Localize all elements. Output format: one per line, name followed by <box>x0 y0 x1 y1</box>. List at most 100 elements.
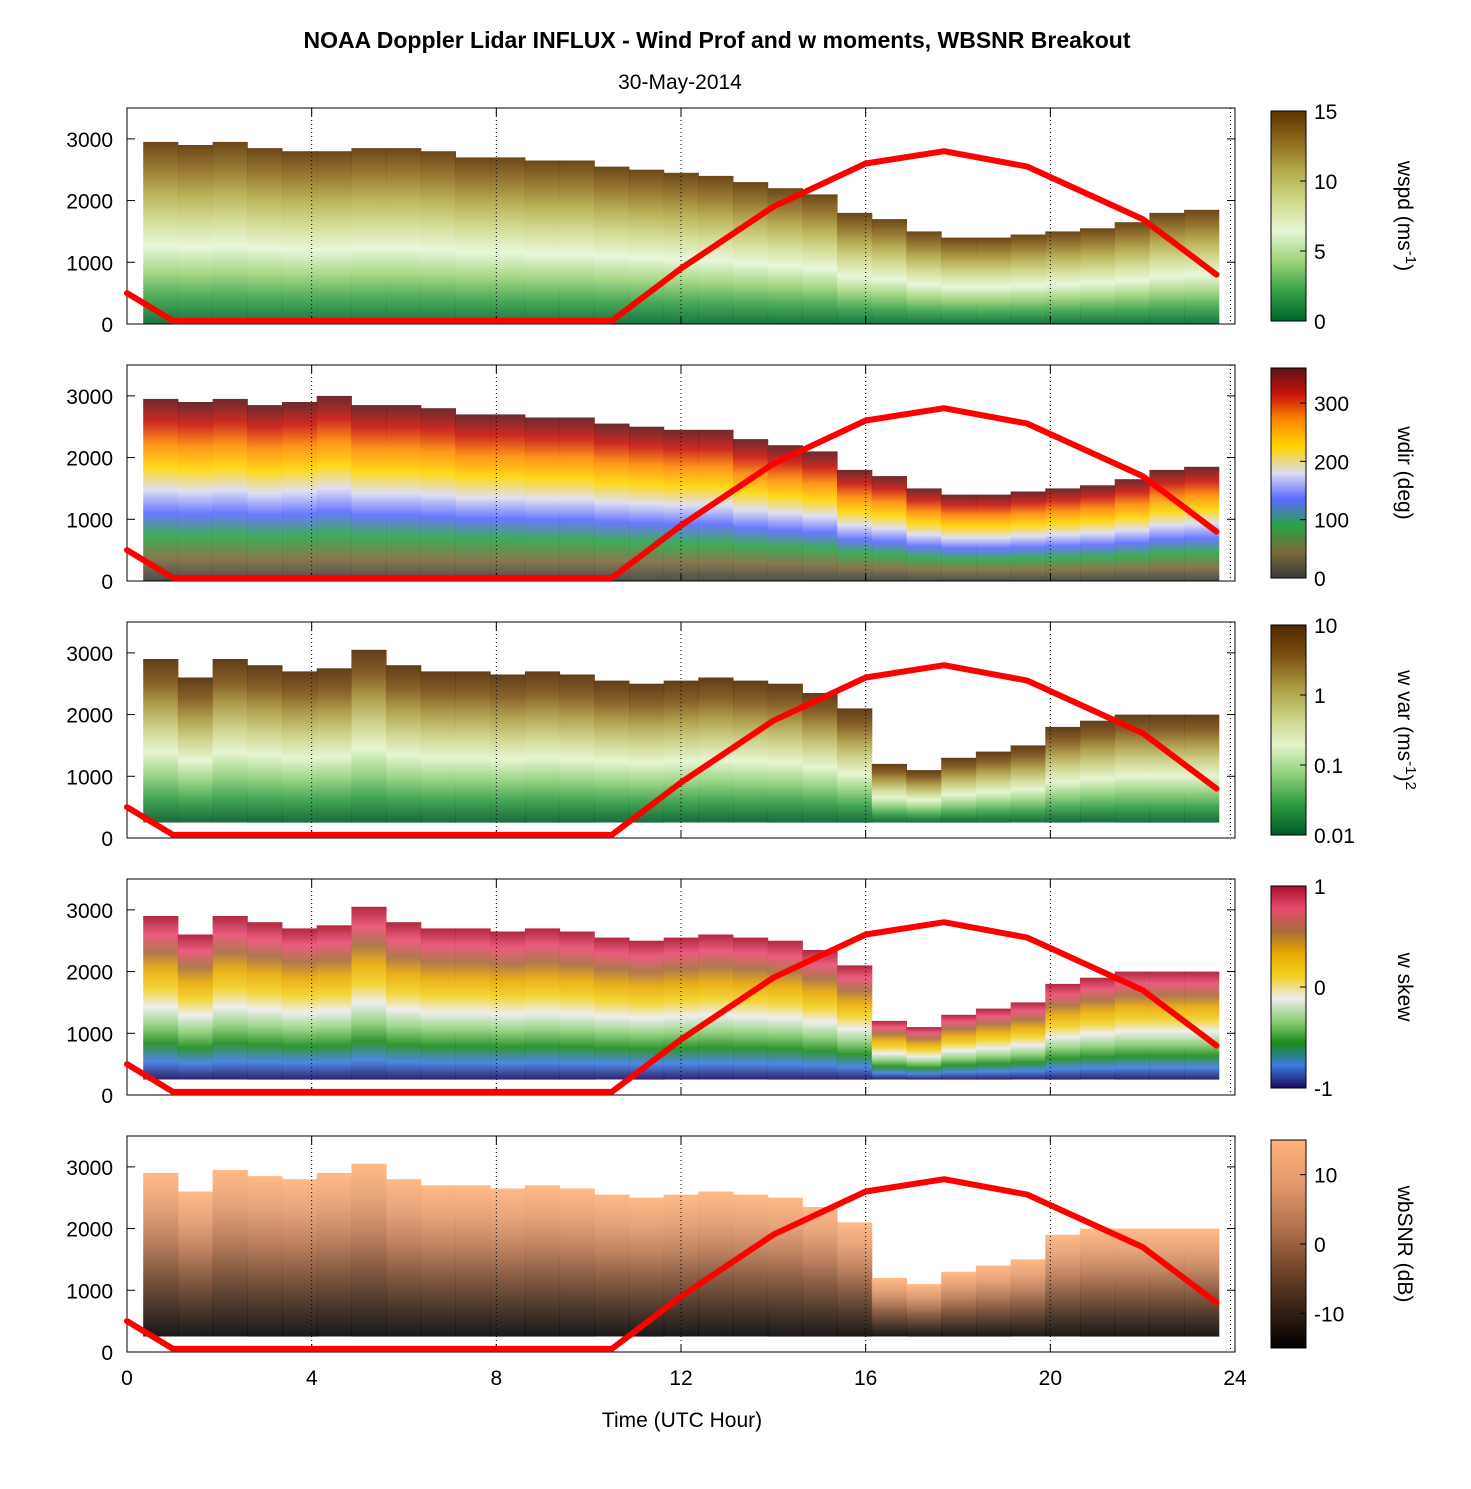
wvar-data-column <box>143 659 179 823</box>
wspd-data-column <box>177 145 214 324</box>
wbsnr-data-column <box>767 1197 803 1337</box>
wskew-y-tick-label: 1000 <box>66 1023 113 1046</box>
wskew-y-tick-label: 2000 <box>66 962 113 985</box>
wspd-data-column <box>1045 231 1081 324</box>
wskew-colorbar-tick-label: -1 <box>1314 1078 1333 1101</box>
panel-wbsnr: 0 1000 2000 3000 0 4 8 12 16 20 24 -10 0 10 wbSNR (dB) <box>66 1135 1416 1390</box>
wvar-data-column <box>490 674 526 823</box>
wvar-data-column <box>386 665 422 823</box>
wvar-data-column <box>594 680 630 823</box>
wvar-colorbar-tick-label: 1 <box>1314 685 1326 708</box>
wdir-data-column <box>420 408 456 581</box>
wdir-overlay-curve <box>124 405 1220 581</box>
wbsnr-data-column <box>941 1271 977 1337</box>
wdir-data-column <box>212 398 248 581</box>
wspd-data-column <box>143 141 179 324</box>
wdir-data-column <box>316 395 352 581</box>
wbsnr-colorbar-tick-label: 0 <box>1314 1234 1326 1257</box>
wbsnr-data-column <box>906 1284 942 1337</box>
wbsnr-data-column <box>177 1191 214 1337</box>
wbsnr-data-column <box>212 1169 248 1337</box>
wdir-data-column <box>351 405 387 581</box>
panel-wvar: 0 1000 2000 3000 0.01 0.1 1 10 w var (ms-1)2 <box>66 615 1419 851</box>
wskew-data-column <box>420 928 456 1080</box>
wskew-data-column <box>767 940 803 1080</box>
wskew-data-column <box>941 1014 977 1080</box>
wdir-data-column <box>733 439 769 581</box>
wvar-data-column <box>247 665 283 823</box>
wdir-data-column <box>490 414 526 581</box>
wspd-y-tick-label: 2000 <box>66 191 113 214</box>
wdir-data-column <box>767 445 803 581</box>
wskew-data-column <box>1010 1002 1046 1080</box>
wskew-colorbar-label: w skew <box>1393 952 1416 1023</box>
wspd-data-column <box>282 151 318 324</box>
wdir-data-column <box>1045 488 1081 581</box>
wbsnr-data-column <box>975 1265 1012 1337</box>
wspd-colorbar <box>1270 110 1307 322</box>
wvar-data-column <box>733 680 769 823</box>
wdir-y-tick-label: 1000 <box>66 509 113 532</box>
wvar-data-column <box>871 763 907 823</box>
wskew-data-column <box>906 1027 942 1080</box>
wvar-data-column <box>802 693 838 823</box>
wskew-data-column <box>524 928 561 1080</box>
wdir-data-column <box>871 476 907 581</box>
wdir-colorbar <box>1270 367 1307 579</box>
wskew-data-column <box>975 1008 1012 1080</box>
wspd-data-column <box>247 148 283 324</box>
wspd-colorbar-tick-label: 10 <box>1314 171 1337 194</box>
wvar-colorbar-tick-label: 0.1 <box>1314 755 1343 778</box>
wdir-colorbar-tick-label: 100 <box>1314 510 1349 533</box>
wskew-data-column <box>212 916 248 1080</box>
wdir-y-tick-label: 2000 <box>66 448 113 471</box>
wspd-y-tick-label: 3000 <box>66 129 113 152</box>
wskew-colorbar-tick-label: 0 <box>1314 977 1326 1000</box>
wvar-y-tick-label: 3000 <box>66 643 113 666</box>
wvar-data-column <box>1010 745 1046 823</box>
wspd-data-column <box>906 231 942 324</box>
wskew-data-column <box>1080 977 1116 1080</box>
wvar-colorbar-tick-label: 0.01 <box>1314 825 1355 848</box>
wspd-y-tick-label: 0 <box>101 314 113 337</box>
wbsnr-data-column <box>1149 1228 1185 1337</box>
wspd-colorbar-tick-label: 0 <box>1314 311 1326 334</box>
wskew-data-column <box>386 922 422 1080</box>
wvar-data-column <box>177 677 214 823</box>
wdir-data-column <box>975 494 1012 581</box>
wbsnr-data-column <box>594 1194 630 1337</box>
wdir-data-column <box>594 423 630 581</box>
x-tick-label: 12 <box>669 1367 692 1390</box>
wskew-data-column <box>1149 971 1185 1080</box>
wvar-y-tick-label: 1000 <box>66 766 113 789</box>
wspd-data-column <box>837 212 873 324</box>
wskew-y-tick-label: 3000 <box>66 900 113 923</box>
wdir-data-column <box>906 488 942 581</box>
wvar-data-column <box>212 659 248 823</box>
wdir-colorbar-tick-label: 0 <box>1314 568 1326 591</box>
wspd-data-column <box>351 148 387 324</box>
wspd-data-column <box>316 151 352 324</box>
wdir-y-tick-label: 0 <box>101 571 113 594</box>
wbsnr-colorbar-tick-label: 10 <box>1314 1165 1337 1188</box>
panel-wdir: 0 1000 2000 3000 0 100 200 300 wdir (deg) <box>66 364 1416 594</box>
wbsnr-data-column <box>663 1194 699 1337</box>
wvar-y-tick-label: 0 <box>101 828 113 851</box>
panel-wspd: 0 1000 2000 3000 0 5 10 15 wspd (ms-1) <box>66 101 1419 337</box>
wspd-data-column <box>733 182 769 324</box>
wvar-data-column <box>837 708 873 823</box>
wspd-data-column <box>767 188 803 324</box>
wbsnr-y-tick-label: 2000 <box>66 1219 113 1242</box>
wbsnr-data-column <box>1010 1259 1046 1337</box>
wdir-data-column <box>282 402 318 581</box>
wbsnr-data-column <box>316 1173 352 1337</box>
wskew-data-column <box>316 925 352 1080</box>
wspd-data-column <box>420 151 456 324</box>
wbsnr-data-column <box>871 1277 907 1337</box>
chart-title: NOAA Doppler Lidar INFLUX - Wind Prof an… <box>304 27 1131 53</box>
wvar-overlay-curve <box>124 662 1220 838</box>
wspd-data-column <box>455 157 491 324</box>
wbsnr-data-column <box>247 1176 283 1337</box>
wspd-data-column <box>1114 222 1150 324</box>
wvar-data-column <box>767 683 803 823</box>
